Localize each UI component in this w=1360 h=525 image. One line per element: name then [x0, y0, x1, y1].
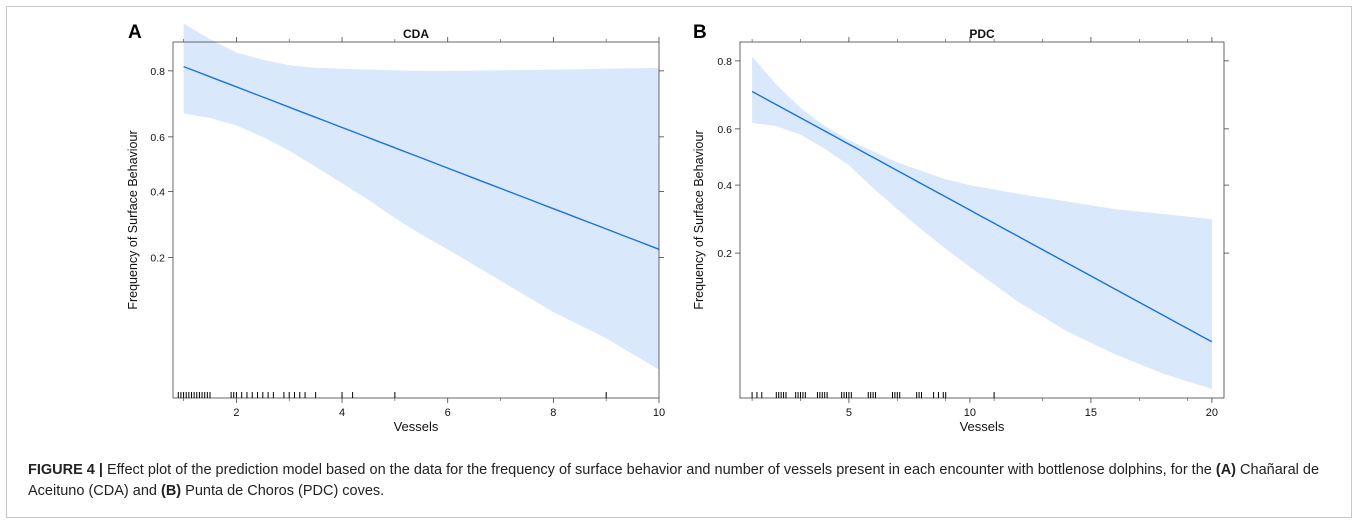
x-tick-label: 4 — [339, 407, 345, 419]
confidence-band — [752, 56, 1212, 390]
plot-frame — [172, 41, 660, 399]
figure-caption: FIGURE 4 | Effect plot of the prediction… — [28, 460, 1328, 502]
chart-panel-cda: 2 4 6 8 10 0.2 0.4 0.6 0.8 CDA A Vessels Frequency o… — [126, 22, 665, 434]
x-tick-label: 20 — [1206, 407, 1218, 419]
x-tick-label: 10 — [653, 407, 665, 419]
confidence-band — [183, 23, 659, 370]
panel-letter: B — [693, 22, 707, 43]
x-tick-label: 6 — [445, 407, 451, 419]
x-tick-label: 10 — [964, 407, 976, 419]
x-axis-label: Vessels — [960, 419, 1005, 434]
chart-title: PDC — [969, 27, 995, 41]
y-tick-label: 0.2 — [150, 252, 165, 264]
chart-panel-pdc: 5 10 15 20 0.2 0.4 0.6 0.8 PDC B Vessels Frequency … — [692, 22, 1229, 434]
y-tick-label: 0.8 — [717, 56, 732, 68]
x-tick-label: 15 — [1085, 407, 1097, 419]
caption-text-2: Chañaral de Aceituno (CDA) and — [28, 462, 1320, 499]
caption-figure-label: FIGURE 4 | — [28, 462, 103, 478]
figure-frame — [6, 6, 1352, 518]
caption-bold-a: (A) — [1215, 462, 1237, 478]
y-tick-label: 0.4 — [717, 180, 732, 192]
caption-text-1: Effect plot of the prediction model base… — [102, 462, 1216, 478]
fitted-line — [183, 65, 660, 250]
y-axis-label: Frequency of Surface Behaviour — [692, 130, 706, 309]
charts-canvas: 2 4 6 8 10 0.2 0.4 0.6 0.8 CDA A Vessels Frequency o… — [126, 22, 1229, 434]
x-tick-label: 8 — [550, 407, 556, 419]
plot-frame — [739, 41, 1225, 399]
x-tick-label: 2 — [233, 407, 239, 419]
y-tick-label: 0.6 — [717, 124, 732, 136]
y-tick-label: 0.4 — [150, 186, 165, 198]
x-axis-label: Vessels — [394, 419, 439, 434]
y-tick-label: 0.6 — [150, 132, 165, 144]
panel-letter: A — [128, 22, 142, 43]
chart-title: CDA — [403, 27, 429, 41]
caption-text-3: Punta de Choros (PDC) coves. — [181, 483, 385, 499]
y-axis-label: Frequency of Surface Behaviour — [126, 130, 140, 309]
caption-bold-b: (B) — [160, 483, 182, 499]
x-tick-label: 5 — [846, 407, 852, 419]
y-tick-label: 0.2 — [717, 248, 732, 260]
fitted-line — [751, 90, 1213, 343]
y-tick-label: 0.8 — [150, 66, 165, 78]
